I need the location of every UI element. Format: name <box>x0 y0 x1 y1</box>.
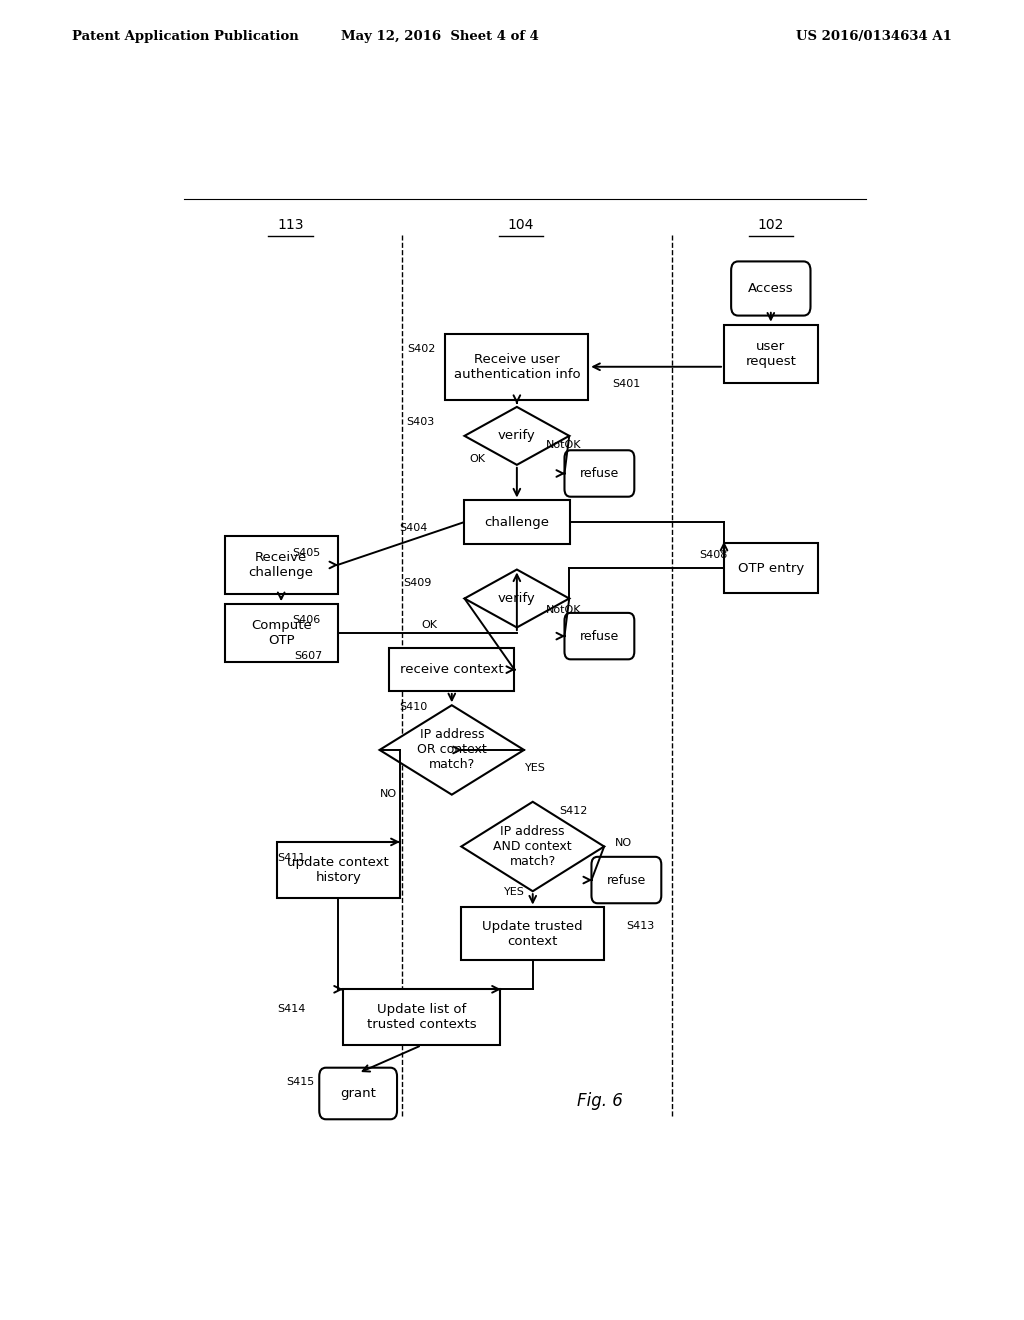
Text: S409: S409 <box>403 578 432 589</box>
Text: S402: S402 <box>408 345 436 355</box>
Polygon shape <box>380 705 524 795</box>
Text: refuse: refuse <box>580 630 620 643</box>
FancyBboxPatch shape <box>319 1068 397 1119</box>
Text: verify: verify <box>498 591 536 605</box>
Text: update context
history: update context history <box>288 855 389 884</box>
Text: US 2016/0134634 A1: US 2016/0134634 A1 <box>797 30 952 44</box>
FancyBboxPatch shape <box>724 325 817 383</box>
FancyBboxPatch shape <box>343 989 500 1045</box>
FancyBboxPatch shape <box>731 261 811 315</box>
Text: 102: 102 <box>758 218 784 231</box>
Text: Receive
challenge: Receive challenge <box>249 550 313 579</box>
FancyBboxPatch shape <box>564 450 634 496</box>
Text: Access: Access <box>748 282 794 294</box>
Text: Fig. 6: Fig. 6 <box>578 1092 624 1110</box>
Polygon shape <box>465 569 569 627</box>
FancyBboxPatch shape <box>462 907 604 961</box>
Text: YES: YES <box>524 763 546 774</box>
Text: S414: S414 <box>278 1005 305 1014</box>
FancyBboxPatch shape <box>724 543 817 594</box>
Text: S411: S411 <box>278 853 305 863</box>
Text: OTP entry: OTP entry <box>737 561 804 574</box>
Text: Receive user
authentication info: Receive user authentication info <box>454 352 581 380</box>
Text: S401: S401 <box>612 379 640 389</box>
Text: S410: S410 <box>399 702 428 713</box>
FancyBboxPatch shape <box>225 605 338 663</box>
Text: S404: S404 <box>399 523 428 533</box>
Text: S413: S413 <box>627 921 654 931</box>
Text: user
request: user request <box>745 339 797 367</box>
Text: NotOK: NotOK <box>546 440 582 450</box>
Text: May 12, 2016  Sheet 4 of 4: May 12, 2016 Sheet 4 of 4 <box>341 30 540 44</box>
Text: grant: grant <box>340 1086 376 1100</box>
Text: refuse: refuse <box>607 874 646 887</box>
Text: Patent Application Publication: Patent Application Publication <box>72 30 298 44</box>
Text: S415: S415 <box>287 1077 315 1088</box>
FancyBboxPatch shape <box>592 857 662 903</box>
FancyBboxPatch shape <box>389 648 514 690</box>
Text: NO: NO <box>614 838 632 849</box>
Text: S403: S403 <box>406 417 434 426</box>
Text: IP address
OR context
match?: IP address OR context match? <box>417 729 486 771</box>
Text: Update list of
trusted contexts: Update list of trusted contexts <box>367 1003 476 1031</box>
Text: 113: 113 <box>278 218 304 231</box>
Text: YES: YES <box>504 887 525 898</box>
FancyBboxPatch shape <box>464 500 570 544</box>
Text: S412: S412 <box>559 807 588 816</box>
FancyBboxPatch shape <box>445 334 588 400</box>
Text: OK: OK <box>469 454 485 465</box>
Text: S405: S405 <box>292 548 321 558</box>
FancyBboxPatch shape <box>276 842 399 898</box>
FancyBboxPatch shape <box>564 612 634 659</box>
Polygon shape <box>462 801 604 891</box>
Text: receive context: receive context <box>400 663 504 676</box>
Text: refuse: refuse <box>580 467 620 480</box>
Text: Compute
OTP: Compute OTP <box>251 619 311 647</box>
Text: S408: S408 <box>699 550 728 560</box>
Text: NO: NO <box>380 788 397 799</box>
Text: challenge: challenge <box>484 516 549 529</box>
Text: S607: S607 <box>295 652 323 661</box>
Text: IP address
AND context
match?: IP address AND context match? <box>494 825 572 869</box>
Text: 104: 104 <box>508 218 535 231</box>
Text: S406: S406 <box>292 615 321 624</box>
Polygon shape <box>465 407 569 465</box>
Text: NotOK: NotOK <box>546 605 582 615</box>
Text: Update trusted
context: Update trusted context <box>482 920 583 948</box>
FancyBboxPatch shape <box>225 536 338 594</box>
Text: verify: verify <box>498 429 536 442</box>
Text: OK: OK <box>422 620 437 630</box>
